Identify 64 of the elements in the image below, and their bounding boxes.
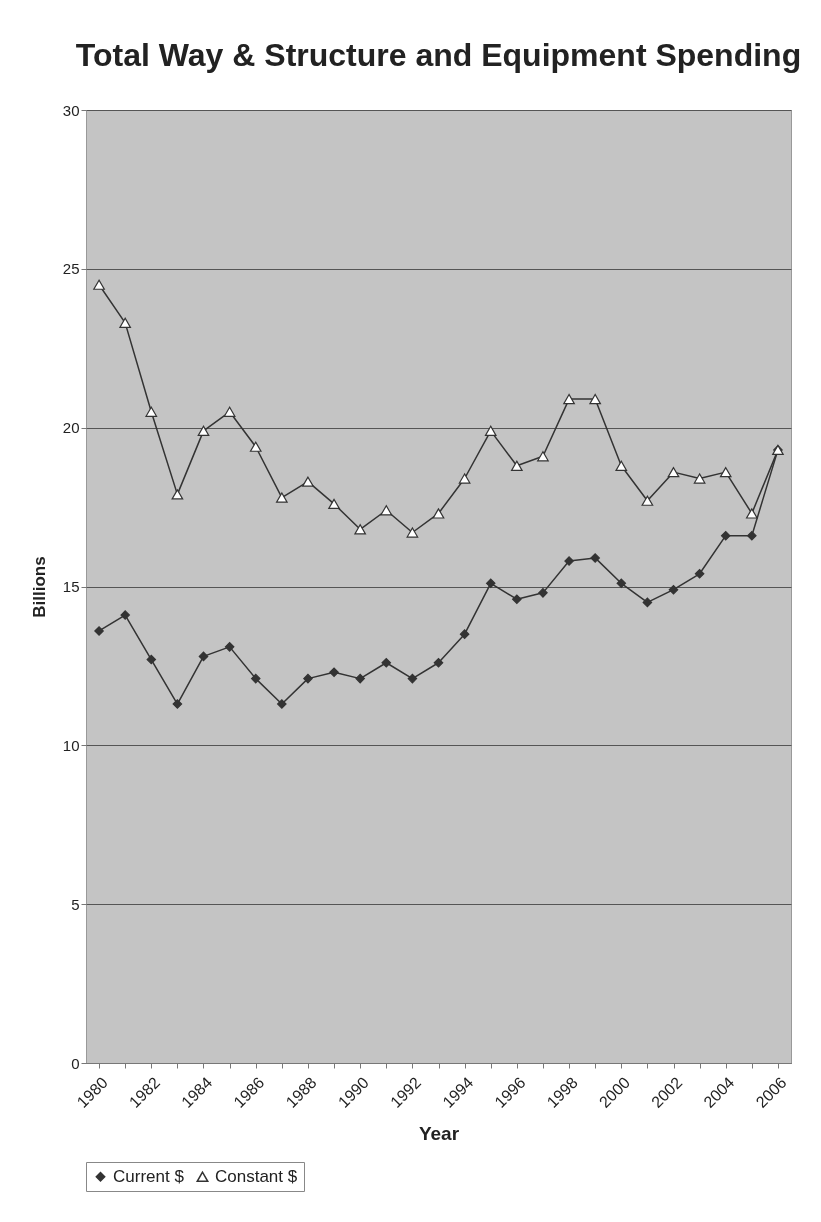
y-tick-label: 5 xyxy=(71,895,80,913)
point xyxy=(172,699,183,709)
x-axis-title: Year xyxy=(418,1122,460,1144)
point xyxy=(747,530,757,541)
point xyxy=(145,406,158,417)
point xyxy=(329,667,339,678)
legend-label: Constant $ xyxy=(215,1166,298,1186)
point xyxy=(641,495,654,506)
point xyxy=(380,505,393,516)
y-tick-label: 10 xyxy=(62,736,80,754)
chart-title: Total Way & Structure and Equipment Spending xyxy=(75,37,802,73)
point xyxy=(563,393,575,405)
point xyxy=(354,524,367,535)
point xyxy=(745,508,758,519)
y-tick-label: 15 xyxy=(62,578,80,595)
y-tick-label: 30 xyxy=(62,101,80,119)
point xyxy=(564,556,574,566)
point xyxy=(616,578,627,589)
point xyxy=(484,425,497,436)
y-tick-label: 20 xyxy=(62,419,80,437)
y-tick-label: 0 xyxy=(71,1054,80,1072)
point xyxy=(667,467,680,478)
point xyxy=(120,610,130,620)
point xyxy=(197,425,210,436)
point xyxy=(537,451,549,462)
point xyxy=(485,578,496,589)
point xyxy=(590,553,600,563)
legend-label: Current $ xyxy=(113,1166,185,1186)
point xyxy=(303,673,313,684)
point xyxy=(512,594,522,604)
point xyxy=(302,476,314,487)
point xyxy=(720,530,731,541)
point xyxy=(146,654,157,665)
point xyxy=(694,569,705,579)
point xyxy=(458,473,471,484)
point xyxy=(642,597,653,608)
point xyxy=(223,406,236,417)
point xyxy=(198,651,209,662)
point xyxy=(355,673,365,684)
point xyxy=(432,508,445,519)
point xyxy=(171,489,184,500)
y-axis-title: Billions xyxy=(29,556,49,618)
point xyxy=(433,657,444,668)
y-tick-label: 25 xyxy=(62,260,80,278)
point xyxy=(668,584,679,595)
point xyxy=(693,473,706,484)
point xyxy=(94,626,104,636)
point xyxy=(275,492,288,503)
point xyxy=(328,498,340,510)
point xyxy=(615,460,628,471)
point xyxy=(119,317,132,328)
point xyxy=(249,441,262,452)
point xyxy=(93,279,105,290)
point xyxy=(538,588,548,598)
point xyxy=(459,629,470,639)
point xyxy=(224,642,235,652)
point xyxy=(510,460,523,471)
point xyxy=(406,527,419,538)
point xyxy=(277,699,287,709)
point xyxy=(589,393,602,405)
point xyxy=(407,673,418,684)
point xyxy=(250,673,261,684)
point xyxy=(719,467,732,478)
point xyxy=(381,657,392,668)
